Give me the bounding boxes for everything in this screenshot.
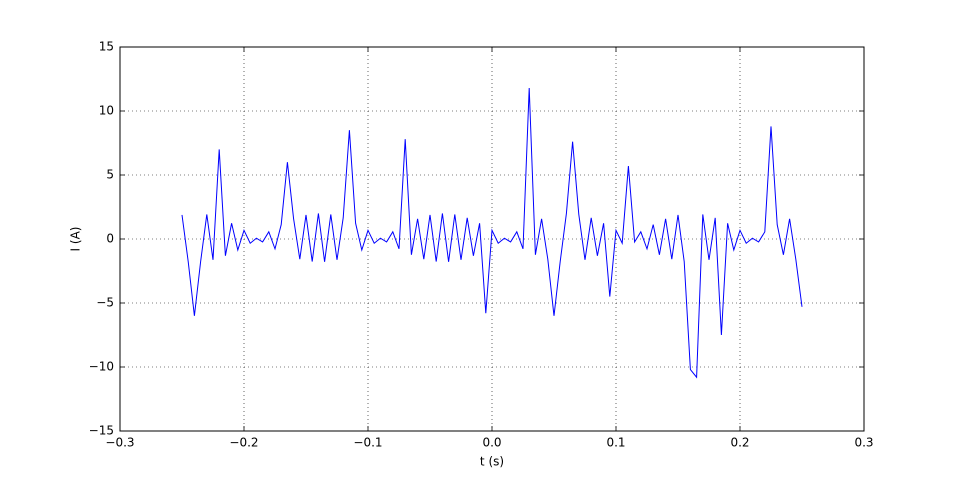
x-tick-label: 0.1 bbox=[606, 436, 625, 450]
y-tick-label: 10 bbox=[99, 104, 114, 118]
y-tick-label: −5 bbox=[96, 296, 114, 310]
x-tick-label: −0.1 bbox=[353, 436, 382, 450]
x-tick-label: −0.2 bbox=[229, 436, 258, 450]
y-tick-label: 15 bbox=[99, 40, 114, 54]
line-series bbox=[181, 87, 803, 379]
plot-frame bbox=[119, 46, 865, 432]
x-tick-label: 0.2 bbox=[730, 436, 749, 450]
x-tick-label: 0.3 bbox=[854, 436, 873, 450]
y-tick-label: −15 bbox=[89, 424, 114, 438]
x-axis-label: t (s) bbox=[480, 455, 504, 469]
x-tick-label: −0.3 bbox=[105, 436, 134, 450]
x-tick-label: 0.0 bbox=[482, 436, 501, 450]
y-tick-label: −10 bbox=[89, 360, 114, 374]
y-axis-label: I (A) bbox=[69, 227, 83, 252]
y-tick-label: 5 bbox=[106, 168, 114, 182]
y-tick-label: 0 bbox=[106, 232, 114, 246]
